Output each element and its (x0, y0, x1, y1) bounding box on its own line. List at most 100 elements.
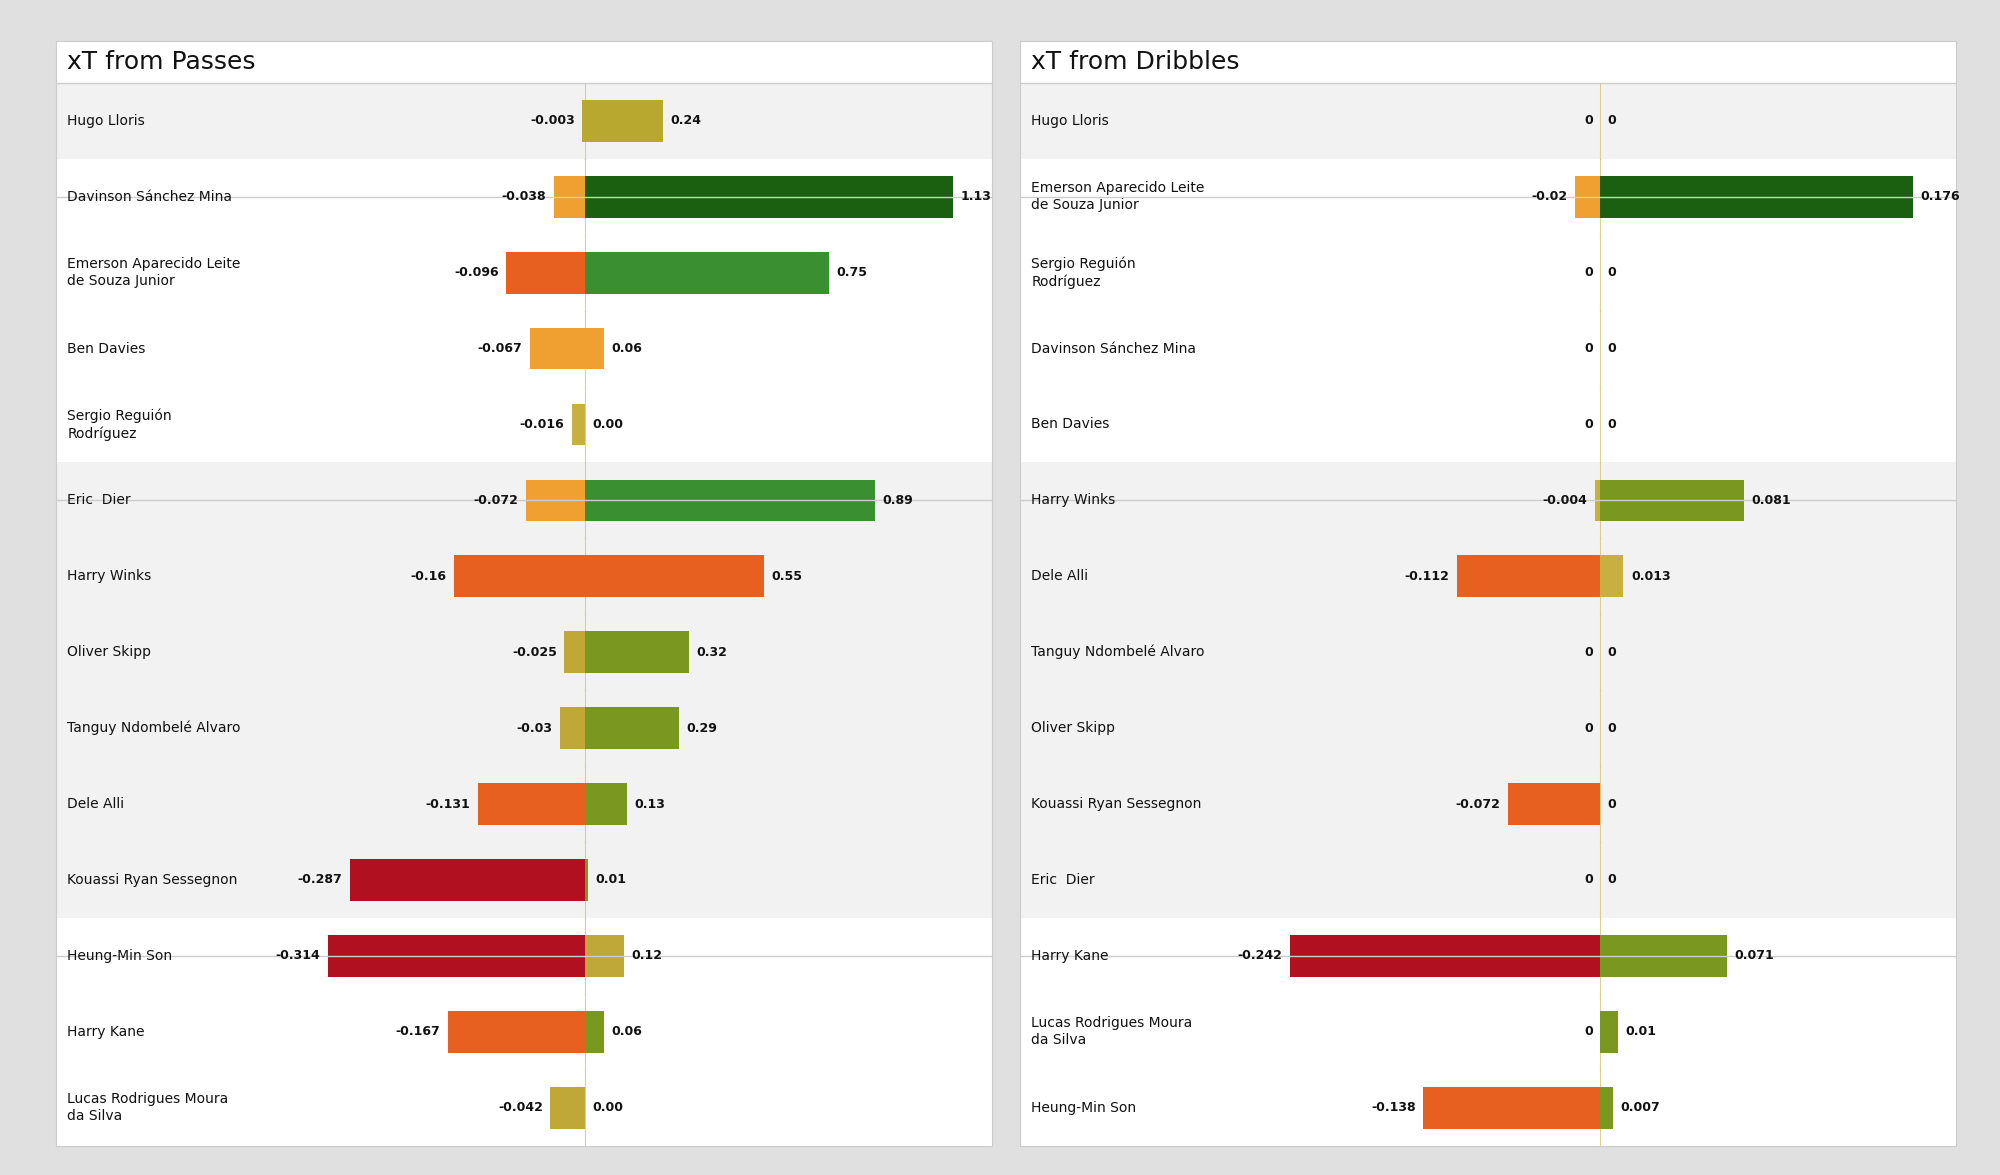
Text: -0.003: -0.003 (530, 114, 574, 127)
Text: -0.038: -0.038 (502, 190, 546, 203)
Text: Oliver Skipp: Oliver Skipp (68, 645, 152, 659)
Bar (1020, 690, 1956, 766)
Text: 0: 0 (1584, 873, 1592, 886)
Text: 0.12: 0.12 (632, 949, 662, 962)
Bar (56, 387, 992, 463)
Text: 0.06: 0.06 (612, 342, 642, 355)
Text: Ben Davies: Ben Davies (1032, 417, 1110, 431)
Text: 0.071: 0.071 (1734, 949, 1774, 962)
Text: Kouassi Ryan Sessegnon: Kouassi Ryan Sessegnon (68, 873, 238, 887)
Text: 0.55: 0.55 (772, 570, 802, 583)
Bar (554, 176, 584, 217)
Text: 0.06: 0.06 (612, 1026, 642, 1039)
Text: -0.138: -0.138 (1372, 1101, 1416, 1114)
Bar (478, 784, 584, 825)
Bar (1600, 176, 1914, 217)
Bar (584, 1010, 604, 1053)
Text: 0: 0 (1608, 798, 1616, 811)
Text: Heung-Min Son: Heung-Min Son (1032, 1101, 1136, 1115)
Bar (1020, 766, 1956, 842)
Text: -0.03: -0.03 (516, 721, 552, 734)
Text: 0: 0 (1608, 646, 1616, 659)
Bar (1290, 935, 1600, 976)
Text: 0.89: 0.89 (882, 494, 912, 506)
Text: 0: 0 (1584, 1026, 1592, 1039)
Bar (564, 631, 584, 673)
Text: Tanguy Ndombelé Alvaro: Tanguy Ndombelé Alvaro (68, 721, 240, 736)
Bar (56, 235, 992, 310)
Text: 0.01: 0.01 (1626, 1026, 1656, 1039)
Text: 0: 0 (1584, 418, 1592, 431)
Text: -0.042: -0.042 (498, 1101, 542, 1114)
Text: Emerson Aparecido Leite
de Souza Junior: Emerson Aparecido Leite de Souza Junior (68, 257, 240, 288)
Text: Hugo Lloris: Hugo Lloris (68, 114, 144, 128)
Text: Lucas Rodrigues Moura
da Silva: Lucas Rodrigues Moura da Silva (68, 1092, 228, 1123)
Bar (56, 310, 992, 387)
Bar (56, 615, 992, 690)
Bar (56, 538, 992, 615)
Text: 0.01: 0.01 (596, 873, 626, 886)
Text: 0: 0 (1584, 646, 1592, 659)
Bar (1020, 1069, 1956, 1146)
Bar (1020, 538, 1956, 615)
Bar (1600, 556, 1624, 597)
Bar (1600, 1010, 1618, 1053)
Text: 0: 0 (1608, 418, 1616, 431)
Bar (584, 707, 680, 748)
Text: 0: 0 (1608, 267, 1616, 280)
Text: -0.016: -0.016 (520, 418, 564, 431)
Bar (584, 176, 952, 217)
Text: Eric  Dier: Eric Dier (1032, 873, 1094, 887)
Bar (1020, 387, 1956, 463)
Text: -0.072: -0.072 (1456, 798, 1500, 811)
Text: Oliver Skipp: Oliver Skipp (1032, 721, 1116, 736)
Text: -0.004: -0.004 (1542, 494, 1588, 506)
Text: 0: 0 (1584, 114, 1592, 127)
Bar (1600, 935, 1726, 976)
Bar (1600, 1087, 1612, 1128)
Bar (1424, 1087, 1600, 1128)
Text: 0.75: 0.75 (836, 267, 868, 280)
Bar (584, 328, 604, 369)
Bar (1574, 176, 1600, 217)
Bar (328, 935, 584, 976)
Bar (56, 83, 992, 159)
Bar (56, 918, 992, 994)
Bar (584, 631, 690, 673)
Text: 0.00: 0.00 (592, 418, 624, 431)
Bar (56, 159, 992, 235)
Text: 0: 0 (1584, 342, 1592, 355)
Bar (526, 479, 584, 522)
Bar (1020, 918, 1956, 994)
Text: 0: 0 (1608, 114, 1616, 127)
Text: -0.242: -0.242 (1238, 949, 1282, 962)
Text: Davinson Sánchez Mina: Davinson Sánchez Mina (68, 189, 232, 203)
Text: Ben Davies: Ben Davies (68, 342, 146, 356)
Text: -0.096: -0.096 (454, 267, 498, 280)
Text: 0: 0 (1608, 342, 1616, 355)
Text: Tanguy Ndombelé Alvaro: Tanguy Ndombelé Alvaro (1032, 645, 1204, 659)
Bar (550, 1087, 584, 1128)
Text: -0.025: -0.025 (512, 646, 556, 659)
Bar (56, 994, 992, 1069)
Text: -0.02: -0.02 (1532, 190, 1568, 203)
Bar (584, 100, 662, 142)
Bar (56, 1069, 992, 1146)
Text: Heung-Min Son: Heung-Min Son (68, 949, 172, 962)
Bar (56, 41, 992, 83)
Text: -0.287: -0.287 (298, 873, 342, 886)
Text: -0.112: -0.112 (1404, 570, 1450, 583)
Bar (454, 556, 584, 597)
Text: Harry Winks: Harry Winks (1032, 494, 1116, 508)
Bar (56, 463, 992, 538)
Bar (1020, 159, 1956, 235)
Text: Kouassi Ryan Sessegnon: Kouassi Ryan Sessegnon (1032, 797, 1202, 811)
Text: 0: 0 (1608, 873, 1616, 886)
Text: -0.067: -0.067 (478, 342, 522, 355)
Bar (1456, 556, 1600, 597)
Bar (530, 328, 584, 369)
Bar (584, 935, 624, 976)
Bar (1020, 235, 1956, 310)
Text: Dele Alli: Dele Alli (68, 797, 124, 811)
Bar (1020, 83, 1956, 159)
